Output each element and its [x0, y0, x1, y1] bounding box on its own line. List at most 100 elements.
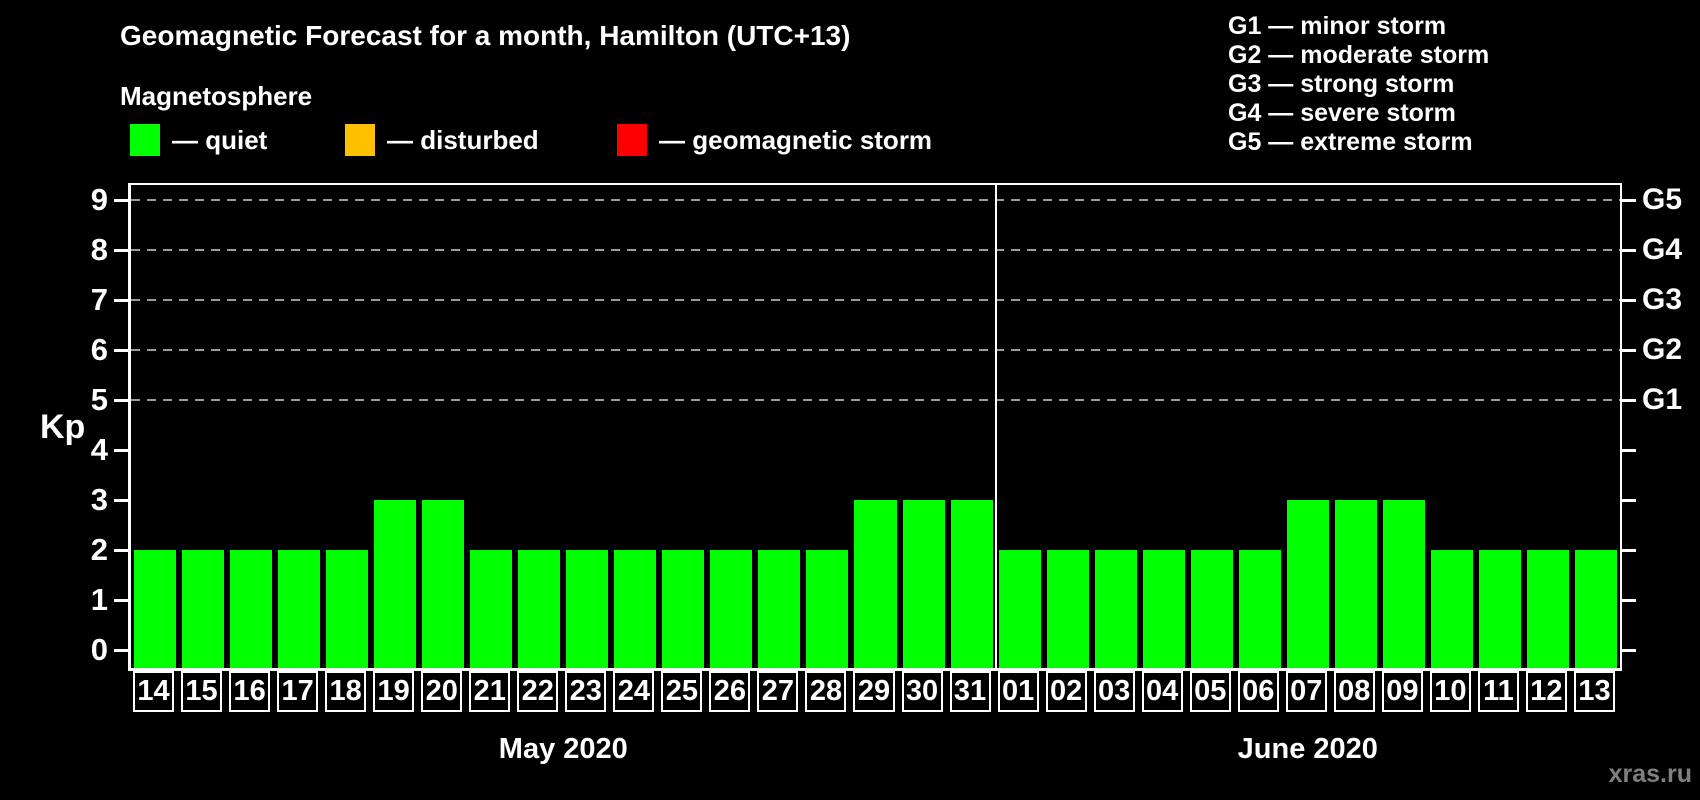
y-axis-tick — [114, 198, 128, 202]
bar — [1238, 550, 1281, 668]
bar — [1046, 550, 1089, 668]
y-axis-tick-label: 1 — [90, 582, 108, 618]
right-axis-label-g3: G3 — [1642, 283, 1683, 317]
right-axis-tick — [1622, 548, 1636, 552]
day-label: 24 — [613, 671, 655, 712]
bar — [230, 550, 273, 668]
right-axis-tick — [1622, 198, 1636, 202]
gridline-kp5 — [131, 399, 1620, 402]
bar — [854, 500, 897, 668]
disturbed-swatch — [345, 124, 375, 156]
y-axis-tick — [114, 298, 128, 302]
day-label: 17 — [277, 671, 319, 712]
y-axis-title: Kp — [40, 408, 86, 446]
day-label: 05 — [1189, 671, 1231, 712]
day-label: 13 — [1573, 671, 1615, 712]
day-label: 25 — [661, 671, 703, 712]
legend-item-label: — disturbed — [387, 125, 539, 155]
bar — [374, 500, 417, 668]
y-axis-tick — [114, 548, 128, 552]
day-label: 10 — [1429, 671, 1471, 712]
gridline-kp8 — [131, 249, 1620, 252]
right-axis-label-g2: G2 — [1642, 333, 1683, 367]
right-axis-label-g5: G5 — [1642, 183, 1683, 216]
storm-legend-line: G2 — moderate storm — [1228, 41, 1490, 69]
bar — [326, 550, 369, 668]
y-axis-tick-label: 7 — [90, 282, 108, 318]
day-label: 12 — [1525, 671, 1567, 712]
right-axis-tick — [1622, 248, 1636, 252]
legend-item-disturbed: — disturbed — [345, 124, 539, 156]
gridline-kp7 — [131, 299, 1620, 302]
y-axis-tick-label: 8 — [90, 232, 108, 268]
day-label: 08 — [1333, 671, 1375, 712]
day-label: 07 — [1285, 671, 1327, 712]
bar — [1094, 550, 1137, 668]
right-axis-label-g1: G1 — [1642, 383, 1683, 417]
month-separator — [994, 185, 997, 668]
y-axis-tick-label: 2 — [90, 532, 108, 568]
watermark: xras.ru — [1608, 760, 1692, 788]
quiet-swatch — [130, 124, 160, 156]
bar — [566, 550, 609, 668]
right-axis-label-g4: G4 — [1642, 233, 1683, 267]
day-label: 29 — [853, 671, 895, 712]
day-label: 20 — [421, 671, 463, 712]
y-axis-tick-label: 3 — [90, 482, 108, 518]
gridline-kp6 — [131, 349, 1620, 352]
bar — [134, 550, 177, 668]
day-label: 11 — [1477, 671, 1519, 712]
legend-item-label: — geomagnetic storm — [659, 125, 933, 155]
chart-title: Geomagnetic Forecast for a month, Hamilt… — [120, 20, 851, 51]
bar — [278, 550, 321, 668]
y-axis-tick-label: 4 — [90, 432, 108, 468]
day-label: 18 — [325, 671, 367, 712]
geomagnetic-storm-swatch — [617, 124, 647, 156]
y-axis-tick — [114, 248, 128, 252]
bar — [1526, 550, 1569, 668]
storm-legend-line: G5 — extreme storm — [1228, 128, 1473, 156]
bar — [998, 550, 1041, 668]
right-axis-tick — [1622, 298, 1636, 302]
bar — [1430, 550, 1473, 668]
storm-scale-legend: G1 — minor storm G2 — moderate storm G3 — … — [1228, 12, 1489, 157]
y-axis-tick — [114, 348, 128, 352]
y-axis-tick — [114, 648, 128, 652]
day-label: 03 — [1093, 671, 1135, 712]
bar — [662, 550, 705, 668]
right-axis-tick — [1622, 398, 1636, 402]
right-axis-tick — [1622, 648, 1636, 652]
bar — [1190, 550, 1233, 668]
bar — [1142, 550, 1185, 668]
day-label: 27 — [757, 671, 799, 712]
magnetosphere-label: Magnetosphere — [120, 81, 313, 111]
month-label: May 2020 — [498, 733, 628, 765]
plot-area — [128, 183, 1622, 671]
day-label: 02 — [1045, 671, 1087, 712]
day-label: 16 — [229, 671, 271, 712]
day-label: 26 — [709, 671, 751, 712]
legend-item-quiet: — quiet — [130, 124, 267, 156]
legend-item-geomagnetic-storm: — geomagnetic storm — [617, 124, 932, 156]
y-axis-tick-label: 6 — [90, 332, 108, 368]
bar — [758, 550, 801, 668]
bar — [1382, 500, 1425, 668]
day-label: 19 — [373, 671, 415, 712]
day-label: 04 — [1141, 671, 1183, 712]
bar — [950, 500, 993, 668]
day-label: 22 — [517, 671, 559, 712]
bar — [614, 550, 657, 668]
day-label: 31 — [949, 671, 991, 712]
bar — [1478, 550, 1521, 668]
y-axis-tick — [114, 398, 128, 402]
legend-item-label: — quiet — [172, 125, 268, 155]
y-axis-tick — [114, 498, 128, 502]
day-label: 06 — [1237, 671, 1279, 712]
bar — [902, 500, 945, 668]
bar — [710, 550, 753, 668]
storm-legend-line: G3 — strong storm — [1228, 70, 1455, 98]
right-axis-tick — [1622, 598, 1636, 602]
y-axis-tick-label: 9 — [90, 182, 108, 217]
storm-legend-line: G4 — severe storm — [1228, 99, 1456, 127]
